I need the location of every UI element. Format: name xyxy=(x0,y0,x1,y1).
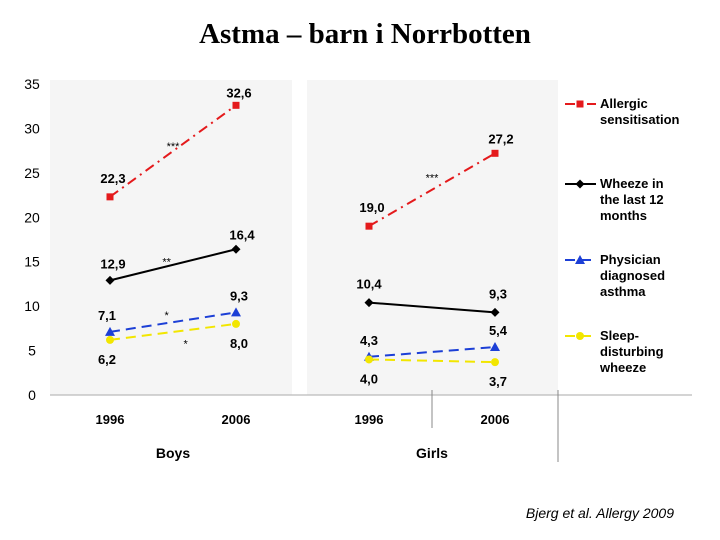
slide-title: Astma – barn i Norrbotten xyxy=(199,18,531,50)
significance-marker: *** xyxy=(426,172,440,184)
legend-label-sleep: wheeze xyxy=(599,360,646,375)
legend-label-wheeze: Wheeze in xyxy=(600,176,664,191)
significance-marker: * xyxy=(183,338,188,350)
legend-marker-sleep xyxy=(576,332,584,340)
series-line-physician xyxy=(109,311,237,333)
data-label-sleep: 3,7 xyxy=(489,374,507,389)
data-label-allergic: 19,0 xyxy=(359,200,384,215)
legend-label-allergic: sensitisation xyxy=(600,112,680,127)
data-label-wheeze: 12,9 xyxy=(100,256,125,271)
series-line-physician xyxy=(368,346,496,358)
data-label-physician: 4,3 xyxy=(360,333,378,348)
data-label-wheeze: 9,3 xyxy=(489,286,507,301)
y-tick-label: 5 xyxy=(28,343,36,359)
data-label-physician: 9,3 xyxy=(230,288,248,303)
data-label-allergic: 27,2 xyxy=(488,131,513,146)
data-label-allergic: 22,3 xyxy=(100,171,125,186)
legend-marker-wheeze xyxy=(575,179,585,189)
legend-marker-allergic xyxy=(576,100,584,108)
data-point-wheeze xyxy=(231,244,241,254)
y-tick-label: 35 xyxy=(24,76,40,92)
series-line-allergic xyxy=(368,152,496,228)
legend-label-sleep: Sleep- xyxy=(600,328,639,343)
significance-marker: ** xyxy=(162,257,171,269)
panel-label-girls: Girls xyxy=(416,445,448,461)
data-point-sleep xyxy=(365,355,373,364)
x-tick-label: 2006 xyxy=(222,412,251,427)
panel-label-boys: Boys xyxy=(156,445,190,461)
y-tick-label: 0 xyxy=(28,387,36,403)
y-tick-label: 20 xyxy=(24,209,40,225)
legend-marker-physician xyxy=(575,255,585,264)
series-line-wheeze xyxy=(109,248,237,282)
data-point-wheeze xyxy=(364,298,374,308)
data-point-sleep xyxy=(232,319,240,328)
legend-label-allergic: Allergic xyxy=(600,96,648,111)
legend-label-wheeze: the last 12 xyxy=(600,192,664,207)
legend-label-physician: Physician xyxy=(600,252,661,267)
legend-label-wheeze: months xyxy=(600,208,647,223)
data-label-physician: 5,4 xyxy=(489,323,508,338)
citation: Bjerg et al. Allergy 2009 xyxy=(525,505,674,521)
series-line-sleep xyxy=(368,358,496,364)
y-tick-label: 25 xyxy=(24,165,40,181)
data-point-physician xyxy=(490,342,500,352)
x-tick-label: 1996 xyxy=(96,412,125,427)
legend-label-physician: asthma xyxy=(600,284,646,299)
data-label-allergic: 32,6 xyxy=(226,85,251,100)
data-point-physician xyxy=(231,307,241,317)
x-tick-label: 1996 xyxy=(355,412,384,427)
x-tick-label: 2006 xyxy=(481,412,510,427)
data-point-allergic xyxy=(106,193,114,201)
data-label-sleep: 8,0 xyxy=(230,336,248,351)
y-tick-label: 15 xyxy=(24,254,40,270)
data-label-sleep: 4,0 xyxy=(360,371,378,386)
y-tick-label: 30 xyxy=(24,120,40,136)
data-point-sleep xyxy=(106,335,114,344)
data-point-allergic xyxy=(365,222,373,230)
series-line-allergic xyxy=(109,104,237,198)
legend-label-physician: diagnosed xyxy=(600,268,665,283)
data-label-physician: 7,1 xyxy=(98,308,116,323)
significance-marker: *** xyxy=(167,141,181,153)
data-point-wheeze xyxy=(105,275,115,285)
data-label-wheeze: 16,4 xyxy=(229,227,255,242)
legend-label-sleep: disturbing xyxy=(600,344,664,359)
panel-background xyxy=(50,80,292,395)
data-point-allergic xyxy=(232,101,240,109)
data-label-sleep: 6,2 xyxy=(98,352,116,367)
y-tick-label: 10 xyxy=(24,298,40,314)
series-line-wheeze xyxy=(368,301,496,314)
series-line-sleep xyxy=(109,322,237,341)
data-label-wheeze: 10,4 xyxy=(356,277,382,292)
data-point-wheeze xyxy=(490,307,500,317)
data-point-sleep xyxy=(491,358,499,367)
panel-background xyxy=(307,80,558,395)
data-point-physician xyxy=(105,326,115,336)
data-point-allergic xyxy=(491,149,499,157)
significance-marker: * xyxy=(165,310,170,322)
